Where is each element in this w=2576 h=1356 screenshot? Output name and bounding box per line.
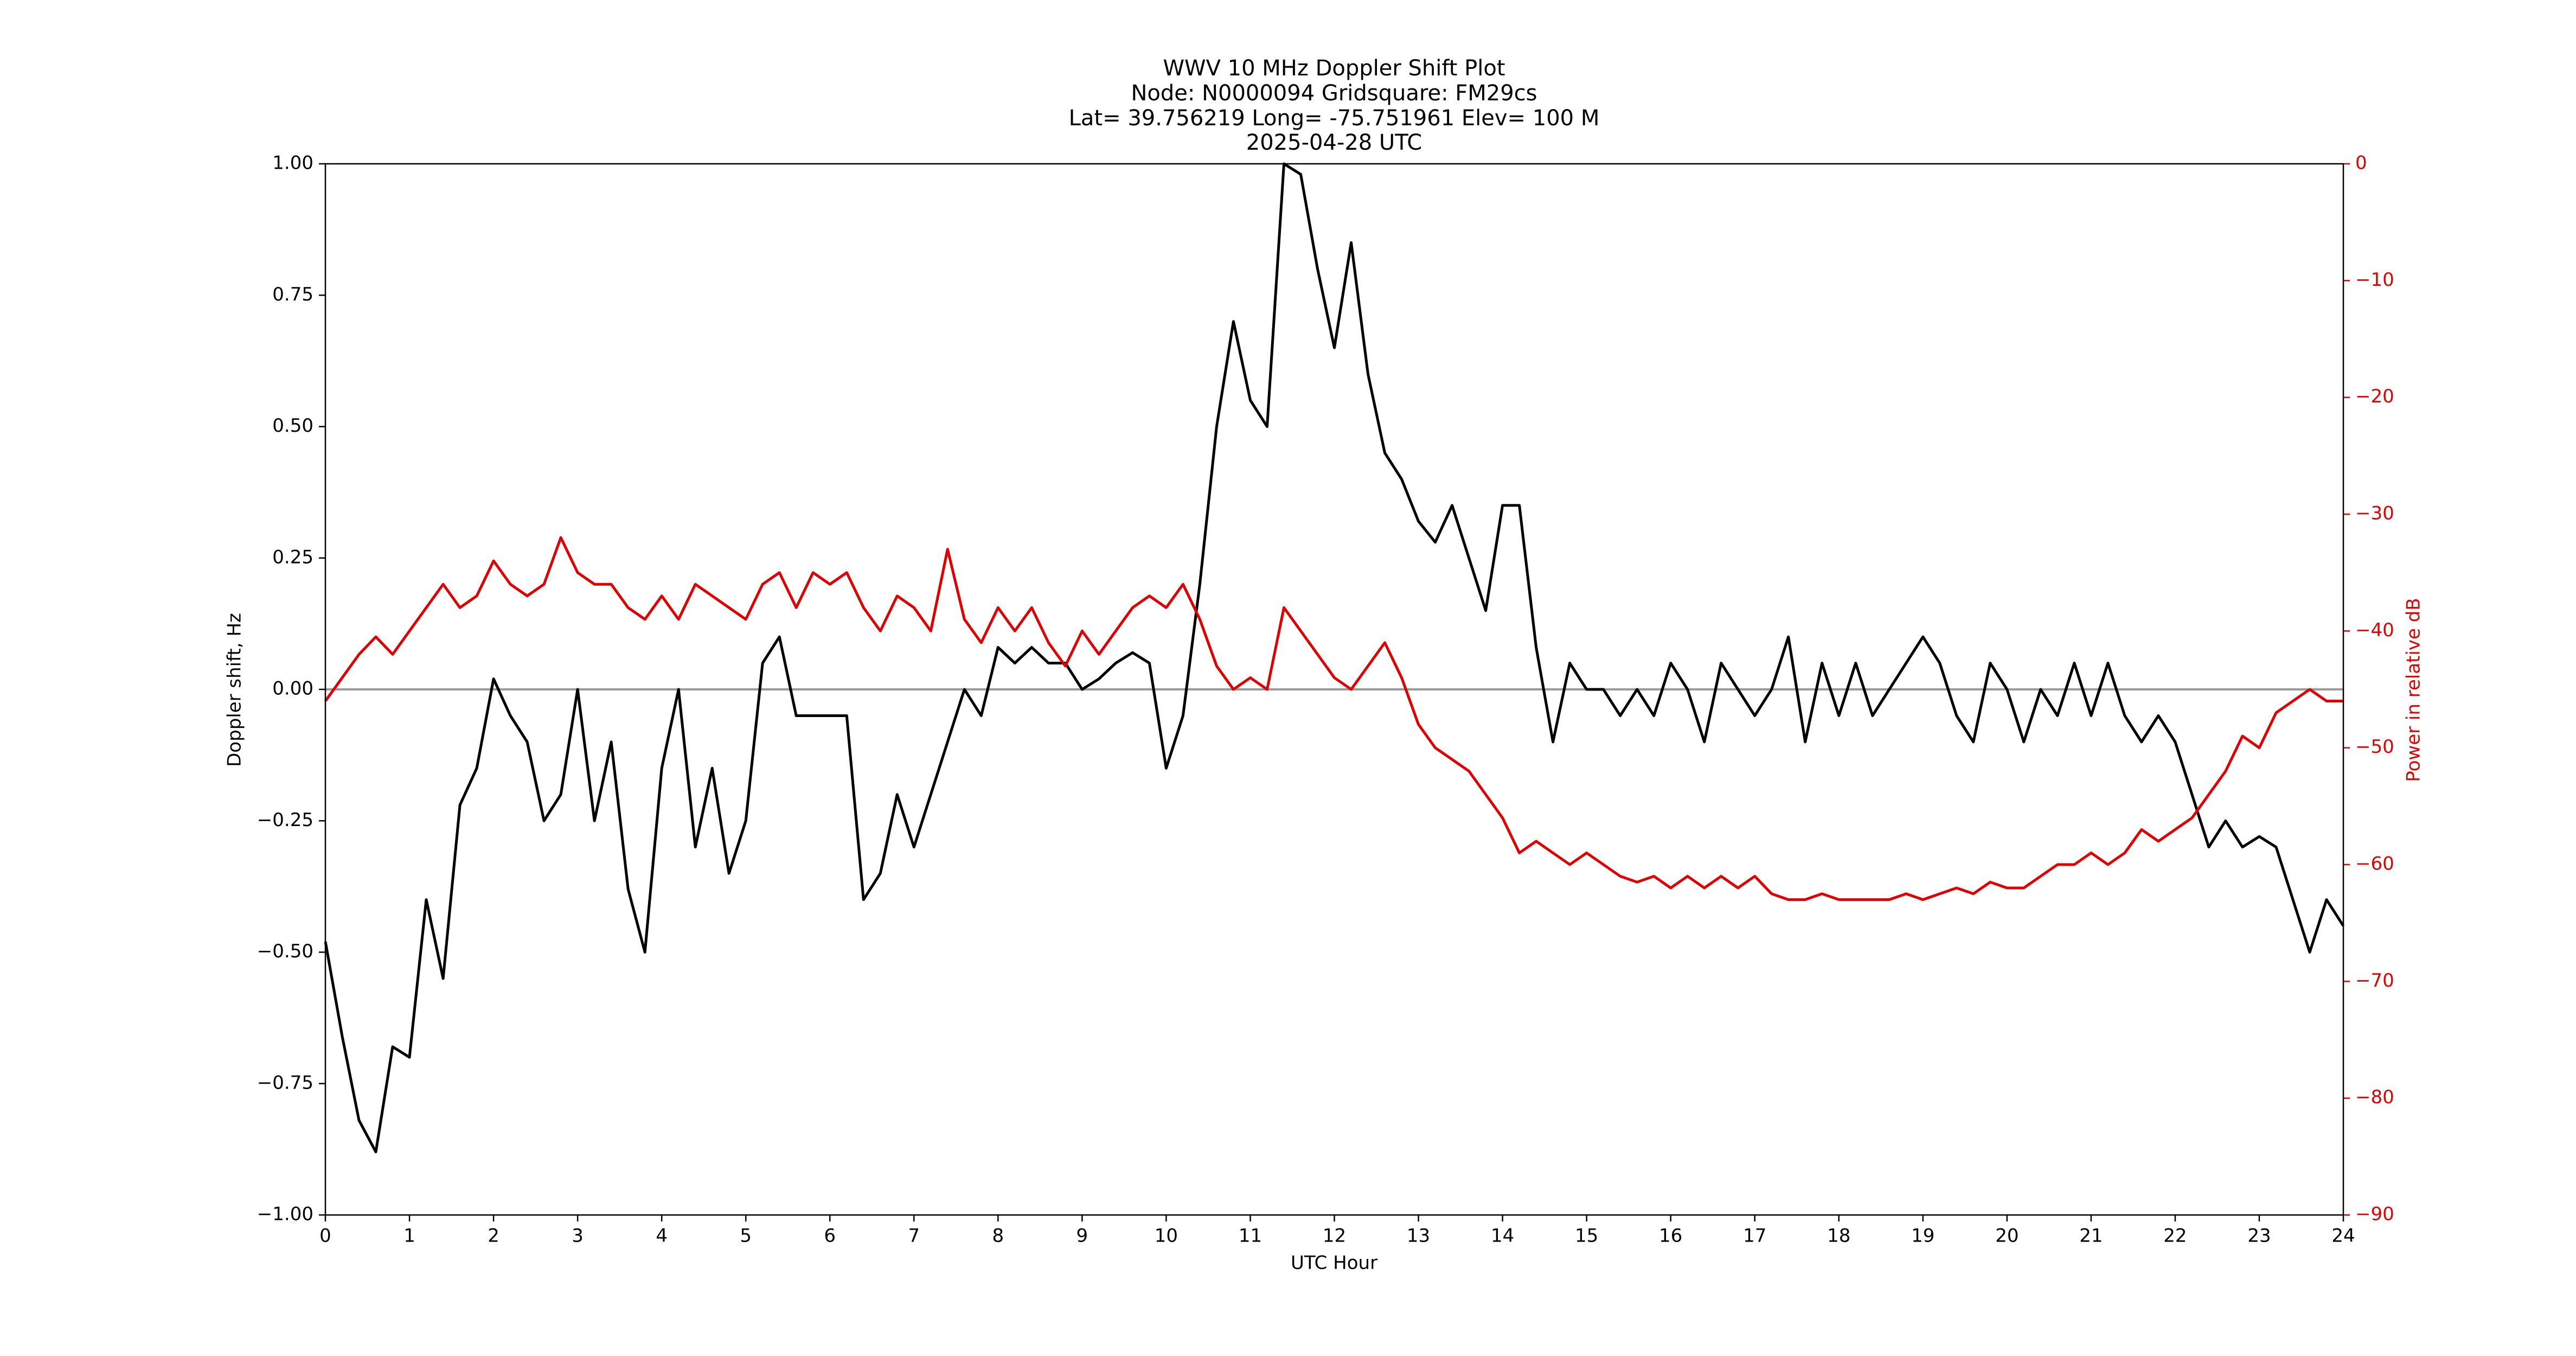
y-tick-label: 0.00 (272, 678, 313, 700)
y-tick-label: 0.50 (272, 415, 313, 437)
y2-tick-label: −60 (2355, 853, 2394, 875)
y-tick-label: −0.50 (257, 941, 313, 962)
y-tick-label: 1.00 (272, 152, 313, 174)
x-tick-label: 18 (1827, 1225, 1850, 1247)
y2-tick-label: −40 (2355, 619, 2394, 641)
x-tick-label: 14 (1491, 1225, 1514, 1247)
x-tick-label: 19 (1911, 1225, 1934, 1247)
plot-frame (324, 163, 2344, 1216)
x-tick-label: 23 (2247, 1225, 2271, 1247)
y-axis-label: Doppler shift, Hz (224, 613, 246, 767)
chart-title: WWV 10 MHz Doppler Shift Plot (1163, 56, 1505, 81)
x-tick-label: 21 (2079, 1225, 2103, 1247)
y2-tick-label: −90 (2355, 1204, 2394, 1225)
y-tick-label: −1.00 (257, 1204, 313, 1225)
x-tick-label: 12 (1323, 1225, 1346, 1247)
x-tick-label: 17 (1743, 1225, 1766, 1247)
x-tick-label: 16 (1659, 1225, 1682, 1247)
x-tick-label: 1 (403, 1225, 415, 1247)
x-tick-label: 0 (319, 1225, 331, 1247)
y-tick-label: −0.75 (257, 1072, 313, 1093)
x-tick-label: 20 (1995, 1225, 2018, 1247)
y-tick-label: 0.25 (272, 546, 313, 568)
x-axis-label: UTC Hour (1291, 1252, 1377, 1274)
y2-tick-label: −50 (2355, 736, 2394, 758)
x-tick-label: 22 (2163, 1225, 2187, 1247)
y2-tick-label: 0 (2355, 152, 2367, 174)
x-tick-label: 5 (740, 1225, 752, 1247)
x-tick-label: 8 (992, 1225, 1004, 1247)
x-tick-label: 7 (908, 1225, 920, 1247)
chart-subtitle: Node: N0000094 Gridsquare: FM29cs (1131, 81, 1537, 106)
x-tick-label: 2 (488, 1225, 499, 1247)
line-series (324, 536, 2343, 901)
x-tick-label: 6 (824, 1225, 836, 1247)
chart-subtitle: Lat= 39.756219 Long= -75.751961 Elev= 10… (1069, 106, 1600, 131)
x-tick-label: 13 (1407, 1225, 1430, 1247)
x-tick-label: 15 (1575, 1225, 1598, 1247)
y2-tick-label: −10 (2355, 269, 2394, 291)
x-tick-label: 24 (2331, 1225, 2355, 1247)
x-tick-label: 9 (1076, 1225, 1088, 1247)
x-tick-label: 4 (656, 1225, 668, 1247)
x-tick-label: 10 (1155, 1225, 1178, 1247)
y2-tick-label: −70 (2355, 970, 2394, 992)
y-tick-label: −0.25 (257, 809, 313, 831)
x-tick-label: 11 (1239, 1225, 1262, 1247)
y-tick-label: 0.75 (272, 284, 313, 305)
y2-axis-label: Power in relative dB (2403, 598, 2425, 782)
x-tick-label: 3 (572, 1225, 584, 1247)
y2-tick-label: −20 (2355, 386, 2394, 407)
y2-tick-label: −30 (2355, 503, 2394, 525)
chart-subtitle: 2025-04-28 UTC (1246, 130, 1422, 155)
y2-tick-label: −80 (2355, 1086, 2394, 1108)
line-series (324, 162, 2345, 1154)
